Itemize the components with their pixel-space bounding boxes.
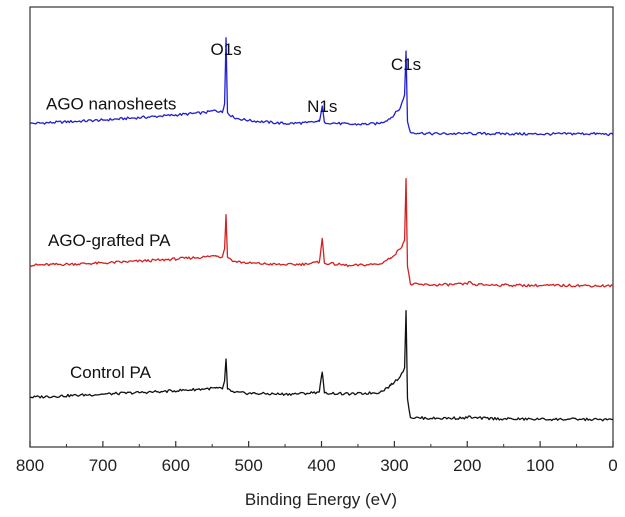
spectra bbox=[29, 37, 614, 422]
peak-labels: O1s N1s C1s bbox=[210, 40, 421, 116]
x-tick-label: 700 bbox=[89, 456, 117, 475]
x-tick-label: 600 bbox=[162, 456, 190, 475]
peak-label: N1s bbox=[307, 97, 337, 116]
series-labels: AGO nanosheets AGO-grafted PA Control PA bbox=[46, 94, 176, 382]
x-tick-label: 300 bbox=[380, 456, 408, 475]
series-line-1 bbox=[29, 37, 614, 137]
series-line-3 bbox=[29, 309, 614, 422]
x-tick-label: 100 bbox=[526, 456, 554, 475]
series-label: AGO nanosheets bbox=[46, 94, 176, 113]
x-tick-label: 400 bbox=[307, 456, 335, 475]
series-line-2 bbox=[29, 177, 614, 288]
series-label: Control PA bbox=[70, 363, 152, 382]
peak-label: O1s bbox=[210, 40, 241, 59]
peak-label: C1s bbox=[391, 55, 421, 74]
x-tick-label: 500 bbox=[234, 456, 262, 475]
x-axis-ticks bbox=[29, 441, 614, 447]
x-tick-label: 200 bbox=[453, 456, 481, 475]
x-tick-label: 800 bbox=[16, 456, 44, 475]
x-axis-tick-labels: 800 700 600 500 400 300 200 100 0 bbox=[16, 456, 618, 475]
x-tick-label: 0 bbox=[608, 456, 617, 475]
series-label: AGO-grafted PA bbox=[48, 231, 171, 250]
x-axis-title: Binding Energy (eV) bbox=[245, 490, 397, 509]
